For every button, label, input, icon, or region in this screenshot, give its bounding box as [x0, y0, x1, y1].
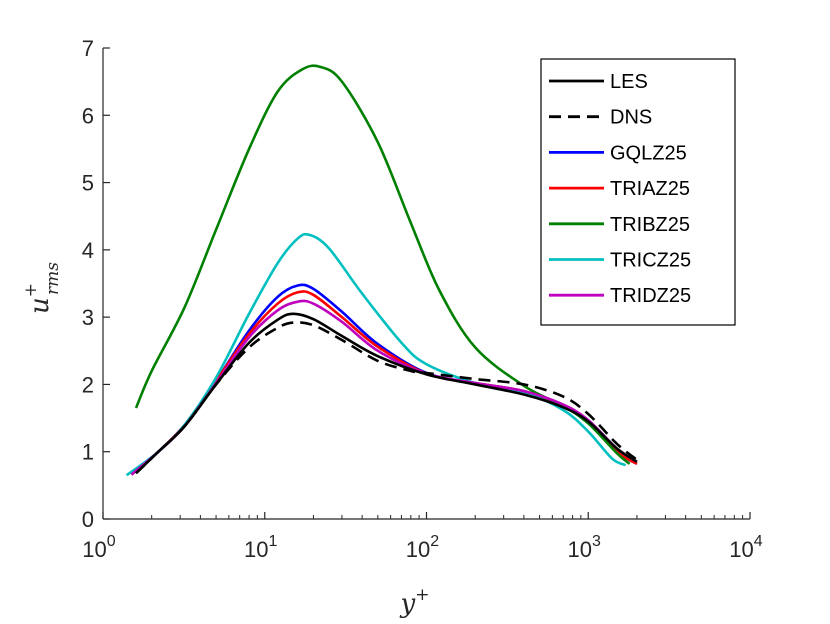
svg-text:u+rms: u+ rms	[21, 262, 63, 314]
series-line-tricz25	[125, 232, 627, 477]
y-tick-label: 4	[82, 238, 94, 263]
y-tick-label: 3	[82, 305, 94, 330]
series-line-les	[135, 312, 638, 475]
y-tick-label: 6	[82, 103, 94, 128]
series-line-dns	[135, 321, 638, 475]
legend: LES DNS GQLZ25 TRIAZ25 TRIBZ25 TRICZ25 TRIDZ25	[540, 58, 736, 326]
y-tick-label: 1	[82, 440, 94, 465]
legend-label-les: LES	[610, 71, 648, 93]
x-tick-label: 103	[568, 533, 601, 562]
legend-label-dns: DNS	[610, 107, 652, 129]
legend-box	[540, 58, 736, 326]
y-tick-label: 2	[82, 372, 94, 397]
y-tick-label: 0	[82, 507, 94, 532]
series-line-tridz25	[130, 299, 638, 476]
x-tick-label: 102	[406, 533, 439, 562]
x-tick-label: 104	[729, 533, 762, 562]
x-axis-label: y+	[400, 585, 430, 619]
x-tick-label: 101	[244, 533, 277, 562]
legend-label-triaz25: TRIAZ25	[610, 178, 690, 200]
x-tick-label: 100	[82, 533, 115, 562]
legend-label-tricz25: TRICZ25	[610, 250, 691, 272]
tick-labels: 0 1 2 3 4 5 6 7 100 101 102 103 104	[82, 36, 763, 562]
legend-label-tridz25: TRIDZ25	[610, 285, 691, 307]
series-lines	[125, 64, 638, 477]
legend-label-gqlz25: GQLZ25	[610, 142, 687, 164]
legend-label-tribz25: TRIBZ25	[610, 214, 690, 236]
y-tick-label: 7	[82, 36, 94, 61]
y-tick-label: 5	[82, 171, 94, 196]
y-axis-label: u+ rms	[21, 262, 63, 314]
axes	[102, 47, 751, 520]
